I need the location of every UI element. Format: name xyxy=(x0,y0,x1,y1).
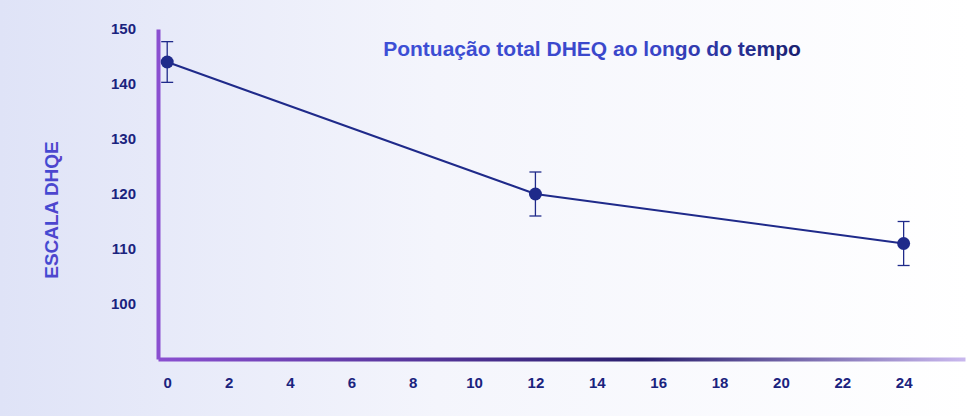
y-tick-label: 100 xyxy=(111,295,136,312)
x-axis: 024681012141618202224 xyxy=(159,359,966,391)
x-tick: 2 xyxy=(225,359,233,391)
data-point xyxy=(161,56,174,69)
x-tick-label: 24 xyxy=(896,374,913,391)
error-bar-cap xyxy=(161,82,173,83)
background xyxy=(0,0,970,416)
error-bar xyxy=(529,172,541,216)
x-tick: 20 xyxy=(773,359,790,391)
data-layer xyxy=(161,42,910,266)
data-point xyxy=(529,188,542,201)
x-tick-label: 4 xyxy=(286,374,295,391)
x-tick-label: 14 xyxy=(589,374,606,391)
data-point xyxy=(897,237,910,250)
error-bar xyxy=(898,222,910,266)
x-tick-label: 12 xyxy=(528,374,545,391)
error-bar-cap xyxy=(529,215,541,216)
x-tick: 10 xyxy=(466,359,483,391)
error-bar-cap xyxy=(898,265,910,266)
y-tick-label: 110 xyxy=(112,240,136,257)
y-tick-label: 150 xyxy=(111,20,136,37)
y-tick: 140 xyxy=(111,75,158,92)
x-tick-label: 10 xyxy=(466,374,483,391)
y-tick-label: 130 xyxy=(111,130,136,147)
y-tick-label: 140 xyxy=(111,75,136,92)
x-tick-label: 8 xyxy=(409,374,417,391)
y-tick: 150 xyxy=(111,20,158,37)
y-tick: 130 xyxy=(111,130,158,147)
x-tick: 4 xyxy=(286,359,295,391)
x-tick: 16 xyxy=(650,359,667,391)
y-tick: 110 xyxy=(112,240,158,257)
x-tick-label: 2 xyxy=(225,374,233,391)
y-tick: 100 xyxy=(111,295,158,312)
title: Pontuação total DHEQ ao longo do tempo xyxy=(383,37,801,60)
x-tick: 24 xyxy=(896,359,913,391)
x-tick: 12 xyxy=(528,359,545,391)
x-tick-label: 0 xyxy=(164,374,172,391)
y-tick-label: 120 xyxy=(111,185,136,202)
data-line xyxy=(167,62,903,244)
x-tick-label: 18 xyxy=(712,374,729,391)
y-tick: 120 xyxy=(111,185,158,202)
x-tick: 18 xyxy=(712,359,729,391)
error-bar-cap xyxy=(529,171,541,172)
x-tick-label: 20 xyxy=(773,374,790,391)
x-tick: 8 xyxy=(409,359,417,391)
x-tick-label: 16 xyxy=(650,374,667,391)
error-bar-cap xyxy=(161,41,173,42)
y-axis: 100 110 120 130 140 150 xyxy=(111,20,159,359)
x-tick: 0 xyxy=(164,359,172,391)
chart: 100110120130140150024681012141618202224P… xyxy=(0,0,970,416)
error-bar xyxy=(161,42,173,83)
x-tick-label: 6 xyxy=(348,374,356,391)
y-axis-title: ESCALA DHQE xyxy=(41,141,62,279)
x-tick: 22 xyxy=(834,359,851,391)
x-axis-line xyxy=(159,358,966,362)
x-tick: 6 xyxy=(348,359,356,391)
plot: 100110120130140150024681012141618202224 xyxy=(111,20,966,390)
x-tick: 14 xyxy=(589,359,606,391)
error-bar-cap xyxy=(898,221,910,222)
y-axis-line xyxy=(157,30,161,360)
x-tick-label: 22 xyxy=(834,374,851,391)
